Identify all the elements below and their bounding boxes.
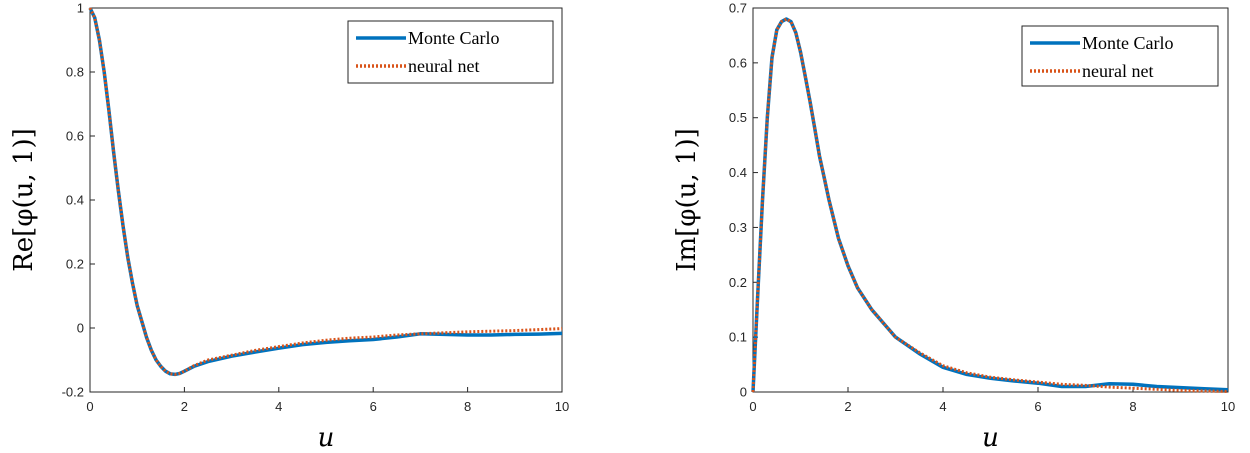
left-legend-box <box>347 20 554 84</box>
left-x-tick-label: 0 <box>86 399 93 414</box>
right-x-tick-label: 6 <box>1034 399 1041 414</box>
right-y-axis-label: Im[φ(u, 1)] <box>672 128 702 272</box>
left-x-tick-label: 4 <box>275 399 282 414</box>
right-x-axis-label: u <box>982 423 999 453</box>
left-y-tick-label: 0.2 <box>66 257 84 272</box>
right-y-tick-label: 0.2 <box>729 275 747 290</box>
right-series-lines <box>751 17 1229 393</box>
right-axis-ticks: 0 2 4 6 8 10 0 0.1 0.2 0.3 0.4 0.5 0.6 0.7 <box>729 1 1235 415</box>
right-x-tick-label: 10 <box>1221 399 1235 414</box>
left-y-tick-label: -0.2 <box>62 385 84 400</box>
right-y-tick-label: 0.3 <box>729 220 747 235</box>
left-x-tick-label: 2 <box>181 399 188 414</box>
left-y-tick-label: 0.6 <box>66 129 84 144</box>
right-legend-label-monte-carlo: Monte Carlo <box>1082 33 1174 53</box>
left-legend: Monte Carlo neural net <box>347 20 554 84</box>
left-x-tick-label: 6 <box>370 399 377 414</box>
right-legend: Monte Carlo neural net <box>1021 25 1219 87</box>
left-y-tick-label: 0.4 <box>66 193 84 208</box>
right-y-tick-label: 0.1 <box>729 330 747 345</box>
right-x-tick-label: 0 <box>749 399 756 414</box>
left-x-tick-label: 10 <box>555 399 569 414</box>
right-y-tick-label: 0.6 <box>729 55 747 70</box>
right-x-tick-label: 2 <box>844 399 851 414</box>
right-plot-frame <box>752 7 1229 393</box>
right-y-tick-label: 0.4 <box>729 165 747 180</box>
right-legend-box <box>1021 25 1219 87</box>
left-axis-ticks: 0 2 4 6 8 10-0.200.20.40.60.81 <box>62 1 570 415</box>
left-y-axis-label: Re[φ(u, 1)] <box>9 128 39 272</box>
left-y-tick-label: 1 <box>77 1 84 16</box>
right-y-tick-label: 0.7 <box>729 1 747 16</box>
left-x-axis-label: u <box>318 423 335 453</box>
left-chart-panel: 0 2 4 6 8 10-0.200.20.40.60.81 u Re[φ(u, 1)] … <box>9 1 569 453</box>
right-x-tick-label: 8 <box>1129 399 1136 414</box>
left-legend-label-neural-net: neural net <box>408 56 479 76</box>
right-series-line-neural-net <box>751 17 1229 393</box>
right-x-tick-label: 4 <box>939 399 946 414</box>
left-y-tick-label: 0.8 <box>66 65 84 80</box>
right-y-tick-label: 0 <box>740 385 747 400</box>
left-series-lines <box>88 7 563 377</box>
right-legend-label-neural-net: neural net <box>1082 61 1153 81</box>
left-legend-label-monte-carlo: Monte Carlo <box>408 28 500 48</box>
right-chart-panel: 0 2 4 6 8 10 0 0.1 0.2 0.3 0.4 0.5 0.6 0.7 u Im[φ(u, … <box>672 1 1235 453</box>
left-x-tick-label: 8 <box>464 399 471 414</box>
left-y-tick-label: 0 <box>77 321 84 336</box>
left-series-line-monte-carlo <box>88 7 563 377</box>
right-y-tick-label: 0.5 <box>729 110 747 125</box>
